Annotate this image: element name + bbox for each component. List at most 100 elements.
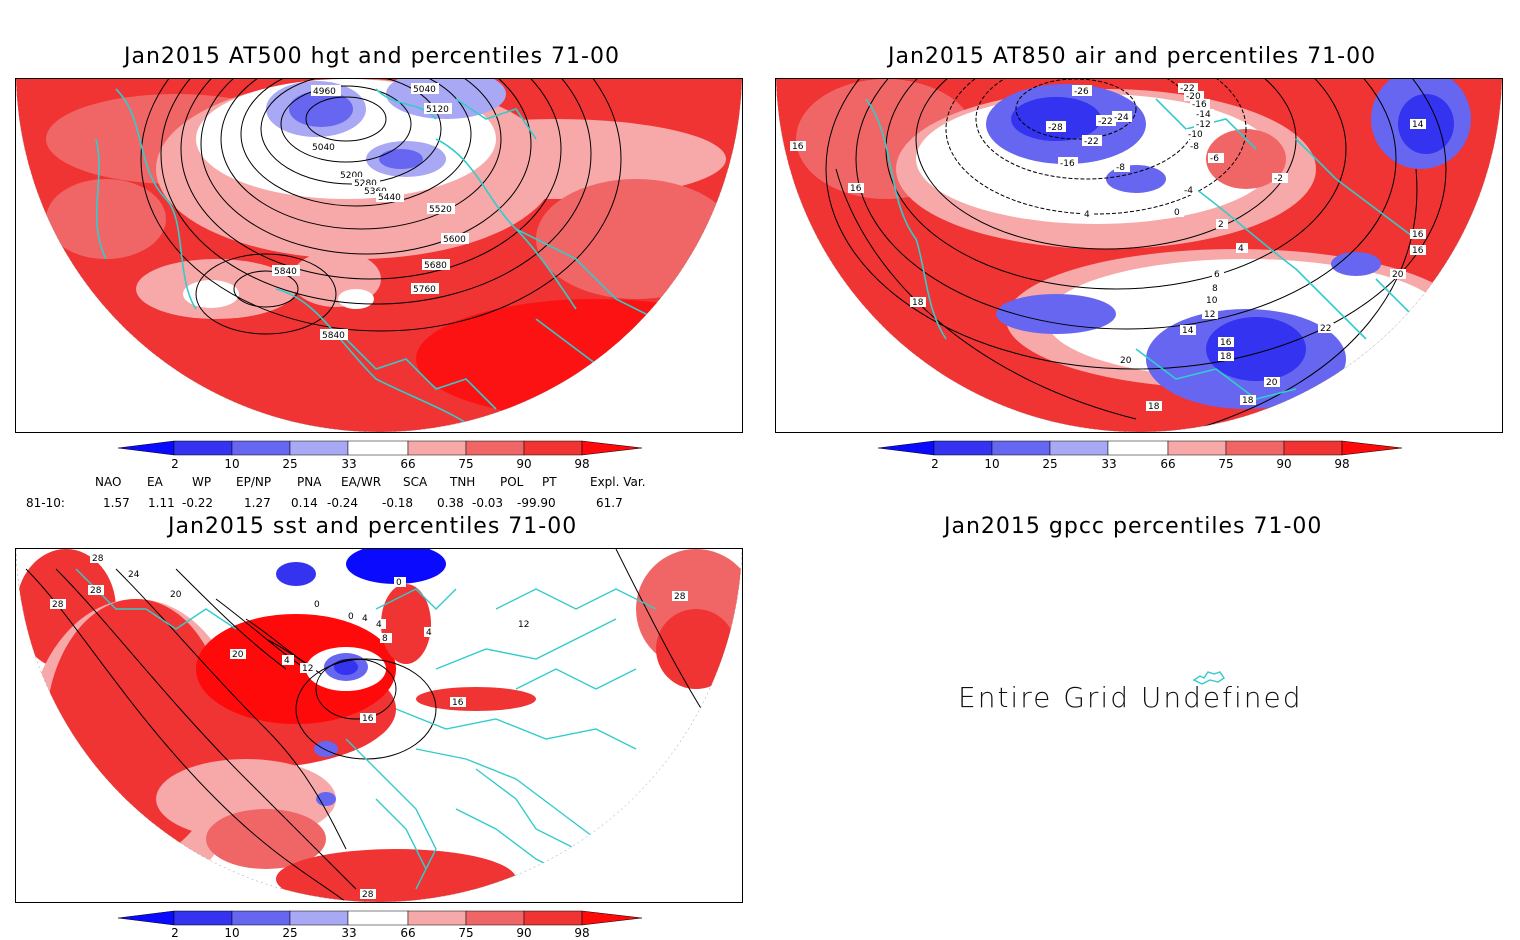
index-value: 1.27 <box>244 496 271 510</box>
svg-text:5200: 5200 <box>340 171 363 181</box>
svg-text:4960: 4960 <box>313 87 336 97</box>
sst-contour-label: 16 <box>360 713 376 724</box>
air-contour-label: -4 <box>1182 185 1198 196</box>
colorbar-label: 98 <box>574 926 590 940</box>
svg-text:-4: -4 <box>1184 186 1193 196</box>
svg-text:14: 14 <box>1412 120 1424 130</box>
sst-contour-label: 28 <box>88 585 104 596</box>
svg-text:8: 8 <box>1212 284 1218 294</box>
svg-text:28: 28 <box>362 890 374 900</box>
colorbar-segment <box>289 440 349 456</box>
svg-text:18: 18 <box>912 298 924 308</box>
hgt-contour-label: 5600 <box>441 233 469 245</box>
index-header: EP/NP <box>236 475 272 489</box>
hgt-contour-label: 5040 <box>310 141 338 153</box>
colorbar-segment <box>289 910 349 926</box>
svg-text:16: 16 <box>362 714 374 724</box>
air-contour-label: 18 <box>1146 401 1162 412</box>
hgt-panel-title: Jan2015 AT500 hgt and percentiles 71-00 <box>124 44 620 69</box>
air-contour-label: 20 <box>1390 269 1406 280</box>
index-value: 0.38 <box>437 496 464 510</box>
hgt-contour-label: 5280 <box>352 177 380 189</box>
hgt-contour-label: 5200 <box>338 169 366 181</box>
air-contour-label: -26 <box>1072 85 1092 97</box>
sst-contour-label: 20 <box>230 649 246 660</box>
hgt-contour-label: 5040 <box>411 83 439 95</box>
colorbar-label: 98 <box>1334 457 1350 471</box>
svg-text:18: 18 <box>1220 352 1232 362</box>
sst-contour-label: 0 <box>312 599 324 610</box>
air-contour-label: 14 <box>1410 119 1426 130</box>
air-contour-label: 20 <box>1118 355 1134 366</box>
hgt-contour-label: 5360 <box>362 185 390 197</box>
colorbar-segment <box>231 910 291 926</box>
sst-contour-label: 28 <box>672 591 688 602</box>
svg-text:-8: -8 <box>1190 142 1199 152</box>
colorbar-segment <box>347 910 409 926</box>
svg-text:2: 2 <box>1218 220 1224 230</box>
colorbar-segment <box>1225 440 1285 456</box>
index-value: -0.18 <box>382 496 414 510</box>
colorbar-label: 33 <box>1101 457 1117 471</box>
index-value: 0.14 <box>291 496 318 510</box>
colorbar-label: 10 <box>224 926 240 940</box>
index-header: PNA <box>297 475 322 489</box>
svg-text:20: 20 <box>170 590 182 600</box>
air-contour-label: -22 <box>1082 135 1102 147</box>
colorbar-label: 90 <box>516 457 532 471</box>
air-contour-label: -2 <box>1272 173 1288 184</box>
svg-text:5840: 5840 <box>322 331 345 341</box>
air-contour-label: 4 <box>1082 209 1094 220</box>
svg-text:16: 16 <box>452 698 464 708</box>
air-contour-label: -16 <box>1190 99 1210 110</box>
svg-text:-22: -22 <box>1084 137 1099 147</box>
svg-text:12: 12 <box>302 664 313 674</box>
svg-text:5760: 5760 <box>413 285 436 295</box>
colorbar-label: 66 <box>1160 457 1176 471</box>
svg-text:-10: -10 <box>1188 130 1203 140</box>
index-value: -0.03 <box>472 496 504 510</box>
air-contour-label: -14 <box>1194 109 1214 120</box>
svg-text:18: 18 <box>1148 402 1160 412</box>
colorbar-segment <box>1283 440 1343 456</box>
air-contour-label: 6 <box>1212 269 1224 280</box>
air-contour-label: 12 <box>1202 309 1218 320</box>
colorbar-segment <box>1049 440 1109 456</box>
index-header: TNH <box>450 475 476 489</box>
hgt-contour-label: 5440 <box>376 191 404 203</box>
svg-text:12: 12 <box>518 620 529 630</box>
svg-text:16: 16 <box>792 142 804 152</box>
colorbar-label: 10 <box>984 457 1000 471</box>
svg-text:22: 22 <box>1320 324 1331 334</box>
hgt-contour-label: 4960 <box>311 85 341 97</box>
sst-contour-label: 0 <box>394 577 406 588</box>
svg-text:-2: -2 <box>1274 174 1283 184</box>
air-contour-label: -6 <box>1208 153 1224 164</box>
index-row-label: 81-10: <box>26 496 65 510</box>
svg-text:28: 28 <box>92 554 104 564</box>
colorbar-segment <box>581 910 643 926</box>
colorbar-label: 33 <box>341 457 357 471</box>
sst-contour-label: 16 <box>450 697 466 708</box>
air-contour-label: 16 <box>790 141 806 152</box>
hgt-colorbar <box>117 440 643 472</box>
hgt-contour-label: 5760 <box>411 283 439 295</box>
air-contour-label: -16 <box>1058 157 1078 169</box>
air-contour-label: 16 <box>1410 229 1426 240</box>
air-contour-label: 18 <box>910 297 926 308</box>
air-contour-label: 16 <box>1410 245 1426 256</box>
svg-text:5440: 5440 <box>378 193 401 203</box>
colorbar-segment <box>933 440 993 456</box>
svg-text:10: 10 <box>1206 296 1218 306</box>
air-contour-label: -24 <box>1112 111 1132 123</box>
svg-text:24: 24 <box>128 570 140 580</box>
colorbar-segment <box>523 440 583 456</box>
svg-text:5040: 5040 <box>312 143 335 153</box>
colorbar-segment <box>173 440 233 456</box>
sst-map: 28 24 28 28 20 20 4 12 16 0 0 4 4 8 4 0 … <box>15 548 743 903</box>
air-contour-label: -8 <box>1114 161 1130 173</box>
air-contour-label: -22 <box>1178 83 1198 94</box>
index-value: 61.7 <box>596 496 623 510</box>
colorbar-label: 33 <box>341 926 357 940</box>
sst-contour-label: 4 <box>360 613 372 624</box>
